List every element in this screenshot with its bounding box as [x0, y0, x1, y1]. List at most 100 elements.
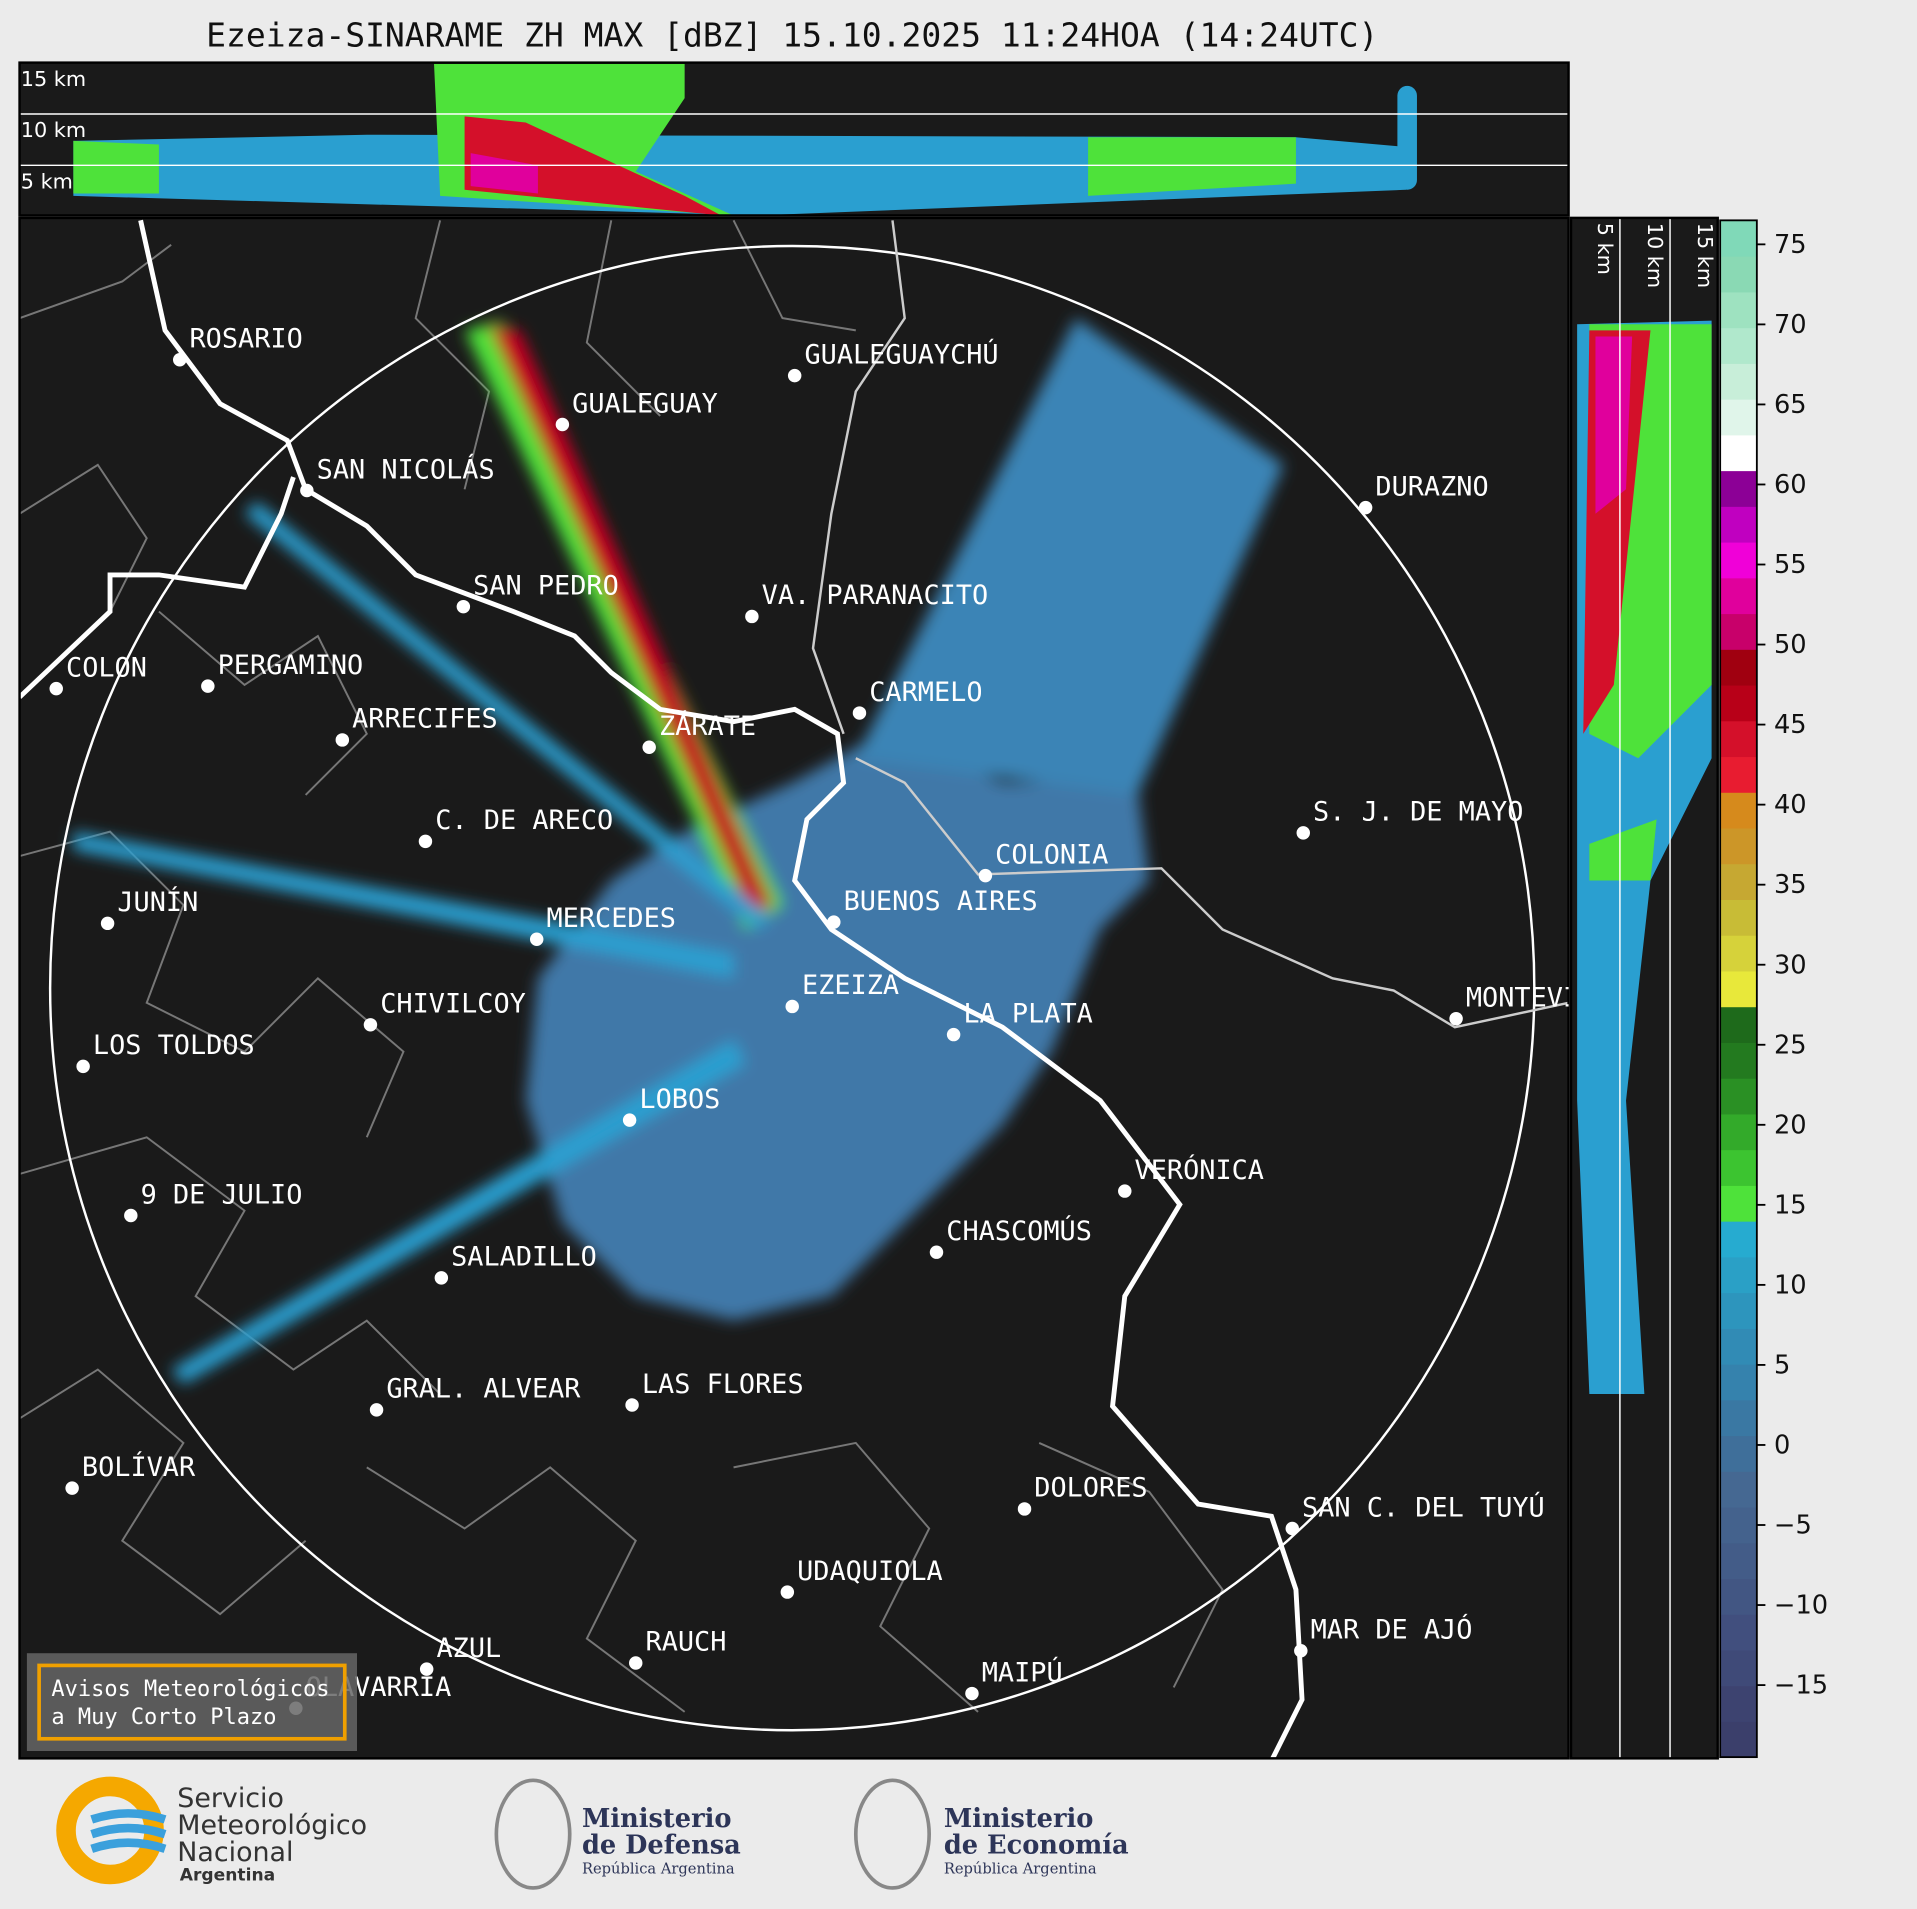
city-label: ZÁRATE — [659, 710, 756, 742]
city-label: COLONIA — [995, 839, 1108, 870]
map — [19, 217, 1569, 1759]
city-dot — [76, 1059, 90, 1074]
city-label: BOLÍVAR — [82, 1451, 196, 1483]
colorbar-band — [1720, 541, 1757, 579]
city-dot — [300, 483, 314, 498]
city-label: MAR DE AJÓ — [1311, 1614, 1473, 1646]
city-label: GRAL. ALVEAR — [386, 1374, 581, 1405]
city-dot — [785, 999, 799, 1014]
city-dot — [369, 1403, 384, 1417]
city-label: MAIPÚ — [982, 1656, 1063, 1688]
colorbar-band — [1720, 1185, 1757, 1222]
logo-text: Ministerio — [944, 1804, 1094, 1834]
colorbar-band — [1720, 506, 1757, 543]
panel-frame — [1569, 216, 1719, 1760]
colorbar-band — [1720, 434, 1757, 472]
colorbar-band — [1720, 1506, 1757, 1544]
colorbar-band — [1720, 1435, 1757, 1472]
logo-text: Argentina — [180, 1866, 275, 1886]
city-dot — [745, 609, 759, 624]
colorbar-band — [1720, 792, 1757, 829]
city-dot — [978, 868, 993, 883]
colorbar-band — [1720, 684, 1757, 722]
radar-echo — [73, 318, 1284, 1385]
notice-frame — [37, 1663, 347, 1741]
colorbar-tick-label: 70 — [1774, 310, 1807, 340]
city-label: MERCEDES — [546, 903, 675, 934]
colorbar-band — [1720, 1649, 1757, 1687]
city-dot — [946, 1027, 961, 1042]
city-label: S. J. DE MAYO — [1313, 797, 1523, 828]
notice-line: a Muy Corto Plazo — [51, 1705, 276, 1730]
city-dot — [1294, 1644, 1308, 1658]
colorbar-band — [1720, 1399, 1757, 1437]
side-panel — [1571, 217, 1718, 1759]
city-label: LOBOS — [639, 1084, 720, 1115]
colorbar-band — [1720, 1578, 1757, 1615]
logos: Servicio Meteorológico Nacional Argentin… — [56, 1776, 1129, 1890]
colorbar-tick-label: 50 — [1774, 630, 1807, 660]
colorbar-tick-label: 40 — [1774, 790, 1807, 820]
city-label: SAN PEDRO — [473, 570, 619, 601]
height-label: 5 km — [21, 170, 73, 194]
colorbar-tick-label: −5 — [1774, 1511, 1812, 1541]
city-dot — [172, 352, 187, 367]
logo-text: Nacional — [177, 1837, 293, 1868]
colorbar-band — [1720, 1363, 1757, 1401]
city-label: CARMELO — [869, 677, 982, 708]
rivers-coast — [19, 219, 1305, 1759]
city-dot — [65, 1481, 79, 1495]
colorbar-band — [1720, 256, 1757, 293]
city-label: ARRECIFES — [352, 704, 498, 735]
logo-text: de Economía — [944, 1831, 1129, 1861]
colorbar-tick-label: 75 — [1774, 230, 1807, 260]
colorbar-tick-label: 45 — [1774, 710, 1807, 740]
city-label: DURAZNO — [1375, 471, 1488, 502]
notice-bg — [26, 1653, 357, 1752]
city-label: C. DE ARECO — [435, 805, 613, 836]
colorbar-tick-label: 0 — [1774, 1431, 1790, 1461]
logo-text: Servicio — [177, 1783, 284, 1814]
city-label: MONTEVIDEO — [1466, 982, 1628, 1013]
logo-text: República Argentina — [944, 1860, 1097, 1877]
colorbar-band — [1720, 756, 1757, 793]
city-dot — [625, 1398, 639, 1412]
city-label: DOLORES — [1034, 1473, 1147, 1504]
colorbar-band — [1720, 899, 1757, 936]
city-dot — [780, 1585, 795, 1599]
colorbar-band — [1720, 613, 1757, 650]
colorbar-tick-label: 35 — [1774, 870, 1807, 900]
city-dot — [642, 740, 656, 754]
colorbar-band — [1720, 1328, 1757, 1365]
city-label: UDAQUIOLA — [797, 1556, 943, 1587]
city-label: ROSARIO — [189, 323, 302, 354]
colorbar-band — [1720, 827, 1757, 865]
city-label: 9 DE JULIO — [141, 1179, 303, 1210]
colorbar-band — [1720, 1113, 1757, 1151]
city-label: PERGAMINO — [218, 650, 364, 681]
city-label: GUALEGUAY — [572, 388, 718, 419]
colorbar-band — [1720, 1685, 1757, 1722]
admin-borders — [19, 219, 1224, 1713]
height-label: 15 km — [21, 67, 86, 91]
top-panel — [19, 62, 1569, 216]
colorbar-band — [1720, 1292, 1757, 1329]
colorbar-band — [1720, 1006, 1757, 1043]
echo — [73, 134, 1406, 216]
colorbar-tick-label: 25 — [1774, 1030, 1807, 1060]
colorbar-band — [1720, 220, 1757, 257]
city-dot — [629, 1656, 643, 1670]
colorbar-band — [1720, 863, 1757, 900]
city-layer: ROSARIO GUALEGUAYCHÚ GUALEGUAY SAN NICOLÁS D… — [49, 323, 1628, 1715]
city-dot — [201, 679, 215, 693]
colorbar-band — [1720, 327, 1757, 364]
coat-of-arms — [853, 1778, 931, 1890]
city-label: CHASCOMÚS — [946, 1215, 1092, 1247]
city-dot — [827, 915, 841, 929]
colorbar-band — [1720, 1542, 1757, 1580]
colorbar-band — [1720, 1471, 1757, 1508]
city-label: VA. PARANACITO — [762, 580, 989, 611]
city-dot — [456, 599, 471, 614]
city-dot — [852, 706, 867, 720]
